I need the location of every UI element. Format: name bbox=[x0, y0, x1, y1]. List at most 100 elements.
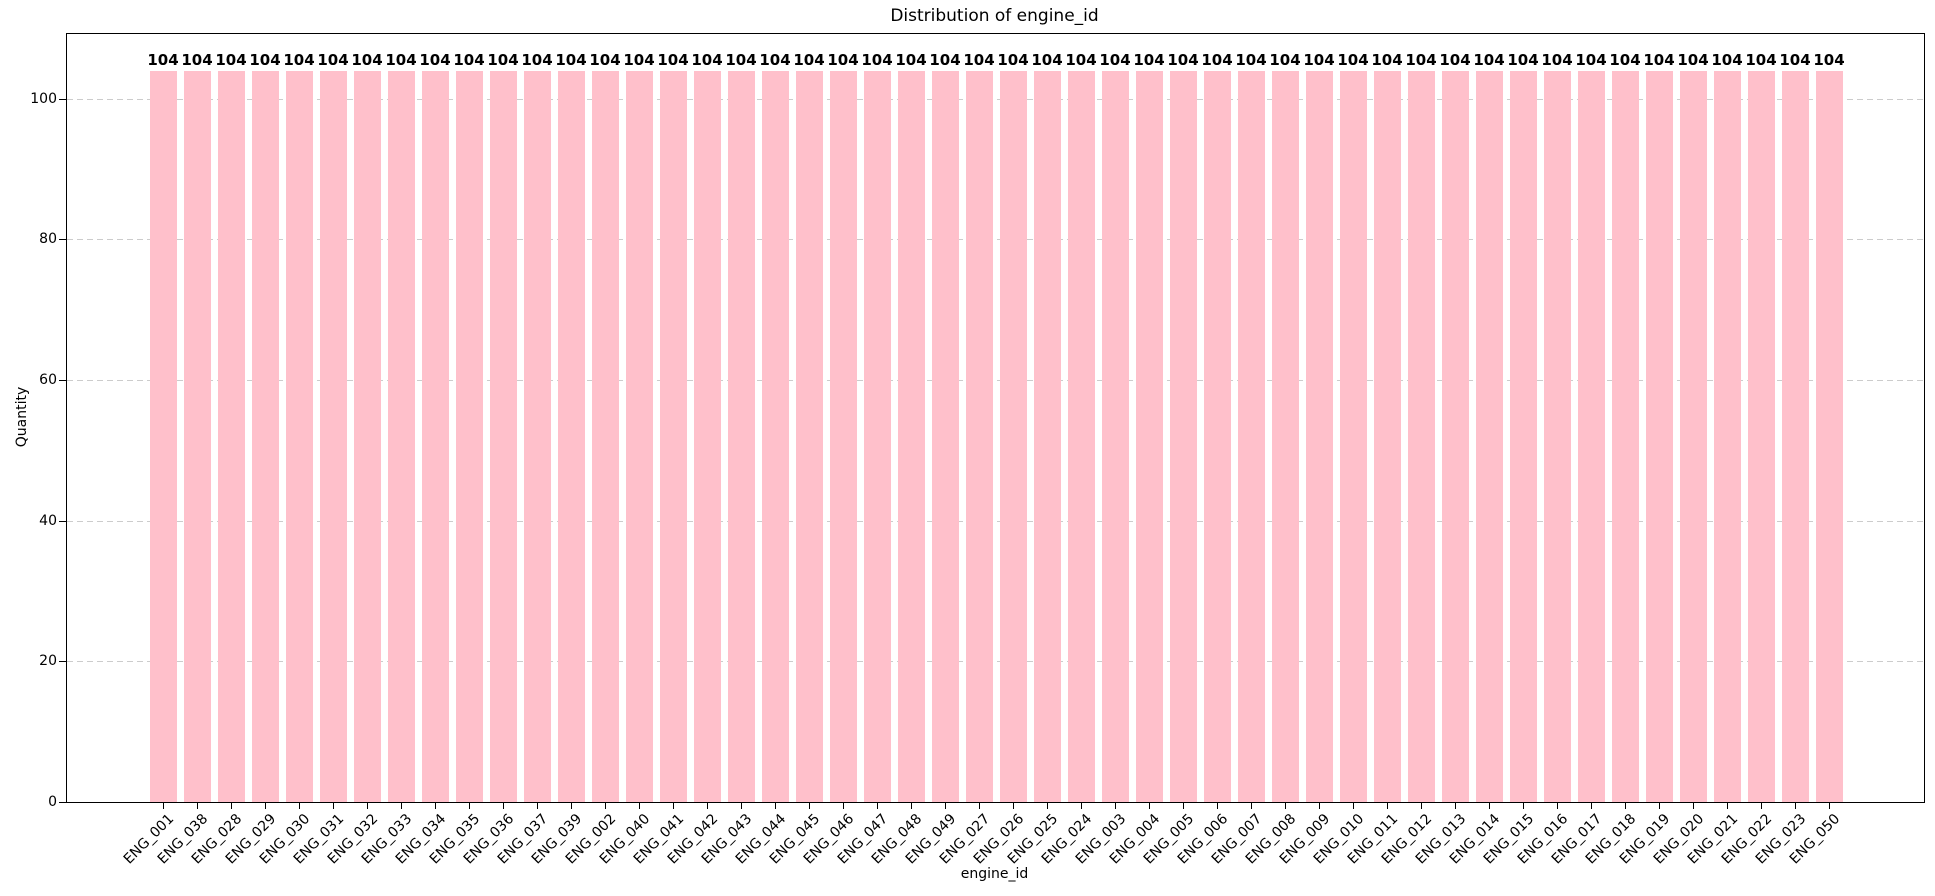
y-tick-mark bbox=[59, 802, 67, 803]
bar-value-label: 104 bbox=[1643, 50, 1675, 69]
bar bbox=[1815, 70, 1843, 802]
bar-value-label: 104 bbox=[657, 50, 689, 69]
bar bbox=[1373, 70, 1401, 802]
bar bbox=[489, 70, 517, 802]
bar-value-label: 104 bbox=[283, 50, 315, 69]
bar bbox=[1543, 70, 1571, 802]
x-tick-mark bbox=[197, 802, 198, 809]
y-gridline bbox=[67, 380, 1924, 382]
y-tick-mark bbox=[59, 661, 67, 663]
bar-value-label: 104 bbox=[1779, 50, 1811, 69]
x-tick-mark bbox=[571, 802, 572, 809]
bar bbox=[1645, 70, 1673, 802]
x-tick-mark bbox=[1047, 802, 1048, 809]
x-tick-mark bbox=[401, 802, 402, 809]
bar bbox=[761, 70, 789, 802]
bar-value-label: 104 bbox=[1099, 50, 1131, 69]
bar bbox=[1271, 70, 1299, 802]
bar-value-label: 104 bbox=[317, 50, 349, 69]
x-tick-mark bbox=[163, 802, 164, 809]
bar bbox=[1475, 70, 1503, 802]
y-tick-label: 60 bbox=[39, 372, 57, 389]
x-tick-mark bbox=[605, 802, 606, 809]
x-tick-mark bbox=[265, 802, 266, 809]
x-tick-mark bbox=[1591, 802, 1592, 809]
bar bbox=[1305, 70, 1333, 802]
bar-value-label: 104 bbox=[215, 50, 247, 69]
y-gridline bbox=[67, 239, 1924, 241]
x-tick-mark bbox=[1421, 802, 1422, 809]
bar-value-label: 104 bbox=[1541, 50, 1573, 69]
x-tick-mark bbox=[1455, 802, 1456, 809]
bar bbox=[1679, 70, 1707, 802]
bar bbox=[1067, 70, 1095, 802]
x-tick-mark bbox=[469, 802, 470, 809]
x-axis-label: engine_id bbox=[960, 866, 1029, 882]
bar-value-label: 104 bbox=[1167, 50, 1199, 69]
y-tick-mark bbox=[59, 520, 67, 522]
bar bbox=[1033, 70, 1061, 802]
bar bbox=[1169, 70, 1197, 802]
x-tick-mark bbox=[1761, 802, 1762, 809]
x-tick-mark bbox=[707, 802, 708, 809]
bar-value-label: 104 bbox=[1575, 50, 1607, 69]
bar-value-label: 104 bbox=[1371, 50, 1403, 69]
x-tick-mark bbox=[537, 802, 538, 809]
y-tick-label: 40 bbox=[39, 512, 57, 529]
x-tick-mark bbox=[1795, 802, 1796, 809]
bar bbox=[1135, 70, 1163, 802]
bar-value-label: 104 bbox=[1813, 50, 1845, 69]
x-tick-mark bbox=[1319, 802, 1320, 809]
bar bbox=[557, 70, 585, 802]
y-gridline bbox=[67, 661, 1924, 663]
bar bbox=[1577, 70, 1605, 802]
bar-value-label: 104 bbox=[249, 50, 281, 69]
x-tick-mark bbox=[673, 802, 674, 809]
y-tick-label: 100 bbox=[30, 90, 57, 107]
y-tick-label: 20 bbox=[39, 653, 57, 670]
bar-value-label: 104 bbox=[691, 50, 723, 69]
x-tick-mark bbox=[945, 802, 946, 809]
x-tick-mark bbox=[1693, 802, 1694, 809]
bar-value-label: 104 bbox=[1745, 50, 1777, 69]
bar-value-label: 104 bbox=[1473, 50, 1505, 69]
bar bbox=[1441, 70, 1469, 802]
bar bbox=[1203, 70, 1231, 802]
bar bbox=[251, 70, 279, 802]
bar bbox=[1509, 70, 1537, 802]
x-tick-mark bbox=[1353, 802, 1354, 809]
bar-value-label: 104 bbox=[895, 50, 927, 69]
bar-value-label: 104 bbox=[1133, 50, 1165, 69]
bar-value-label: 104 bbox=[1711, 50, 1743, 69]
bar-value-label: 104 bbox=[1065, 50, 1097, 69]
bar-value-label: 104 bbox=[1269, 50, 1301, 69]
bar-value-label: 104 bbox=[385, 50, 417, 69]
x-tick-mark bbox=[1013, 802, 1014, 809]
x-tick-mark bbox=[1387, 802, 1388, 809]
bar bbox=[591, 70, 619, 802]
bar-value-label: 104 bbox=[1201, 50, 1233, 69]
bar bbox=[693, 70, 721, 802]
bar-value-label: 104 bbox=[1677, 50, 1709, 69]
x-tick-mark bbox=[333, 802, 334, 809]
bar bbox=[285, 70, 313, 802]
x-tick-mark bbox=[979, 802, 980, 809]
x-tick-mark bbox=[1625, 802, 1626, 809]
bar-value-label: 104 bbox=[1405, 50, 1437, 69]
bar bbox=[1339, 70, 1367, 802]
y-tick-label: 80 bbox=[39, 231, 57, 248]
bar bbox=[523, 70, 551, 802]
bar-value-label: 104 bbox=[1439, 50, 1471, 69]
bar-value-label: 104 bbox=[1507, 50, 1539, 69]
bar-value-label: 104 bbox=[861, 50, 893, 69]
x-tick-mark bbox=[1727, 802, 1728, 809]
x-tick-mark bbox=[1115, 802, 1116, 809]
bar-value-label: 104 bbox=[419, 50, 451, 69]
y-axis-label: Quantity bbox=[14, 386, 30, 448]
y-tick-mark bbox=[59, 98, 67, 100]
bar bbox=[727, 70, 755, 802]
x-tick-mark bbox=[1183, 802, 1184, 809]
bar-value-label: 104 bbox=[997, 50, 1029, 69]
bar-value-label: 104 bbox=[623, 50, 655, 69]
bar-value-label: 104 bbox=[487, 50, 519, 69]
